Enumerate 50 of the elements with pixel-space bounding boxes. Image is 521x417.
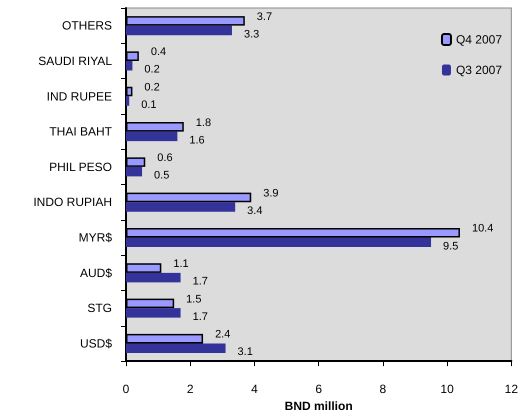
y-tick-label: INDO RUPIAH — [33, 195, 112, 210]
x-tick-label: 6 — [315, 382, 322, 396]
data-label: 1.8 — [196, 116, 212, 129]
x-tick-label: 4 — [251, 382, 258, 396]
data-label: 0.2 — [144, 64, 160, 76]
data-label: 3.3 — [244, 28, 260, 40]
legend-label: Q4 2007 — [456, 32, 502, 46]
data-label: 1.7 — [192, 276, 208, 288]
y-tick-label: THAI BAHT — [49, 124, 113, 139]
bar — [126, 60, 132, 70]
data-label: 1.1 — [173, 258, 189, 270]
data-label: 3.7 — [256, 10, 272, 23]
x-tick-label: 12 — [504, 382, 518, 396]
legend-label: Q3 2007 — [456, 63, 502, 77]
data-label: 3.4 — [247, 204, 262, 217]
x-tick-label: 2 — [186, 382, 194, 396]
y-tick-label: SAUDI RIYAL — [38, 54, 112, 68]
bar — [126, 26, 232, 36]
data-label: 10.4 — [472, 222, 494, 235]
data-label: 2.4 — [215, 328, 230, 341]
data-label: 1.7 — [192, 310, 208, 323]
x-tick-label: 8 — [380, 382, 387, 396]
data-label: 3.9 — [263, 187, 279, 200]
bar — [126, 238, 432, 248]
y-tick-label: PHIL PESO — [49, 160, 112, 174]
bar — [126, 96, 130, 106]
bar — [126, 343, 226, 353]
data-label: 0.2 — [144, 82, 160, 94]
data-label: 0.1 — [141, 99, 157, 112]
data-label: 0.6 — [157, 152, 173, 164]
data-label: 3.1 — [238, 346, 253, 358]
bar — [126, 132, 178, 142]
y-tick-label: STG — [87, 301, 112, 316]
data-label: 0.4 — [150, 46, 166, 58]
y-tick-label: AUD$ — [80, 266, 112, 280]
data-label: 1.5 — [186, 293, 202, 306]
x-tick-label: 10 — [440, 382, 454, 396]
bar — [126, 202, 236, 212]
bar — [126, 166, 142, 176]
data-label: 0.5 — [154, 170, 170, 182]
data-label: 1.6 — [189, 134, 205, 146]
y-tick-label: IND RUPEE — [46, 89, 112, 104]
x-axis-title: BND million — [284, 399, 353, 413]
y-tick-label: MYR$ — [78, 230, 112, 245]
bar — [126, 272, 181, 282]
y-tick-label: OTHERS — [62, 18, 112, 33]
y-tick-label: USD$ — [80, 336, 112, 350]
x-tick-label: 0 — [122, 382, 130, 396]
data-label: 9.5 — [443, 240, 458, 252]
bar — [126, 308, 181, 318]
